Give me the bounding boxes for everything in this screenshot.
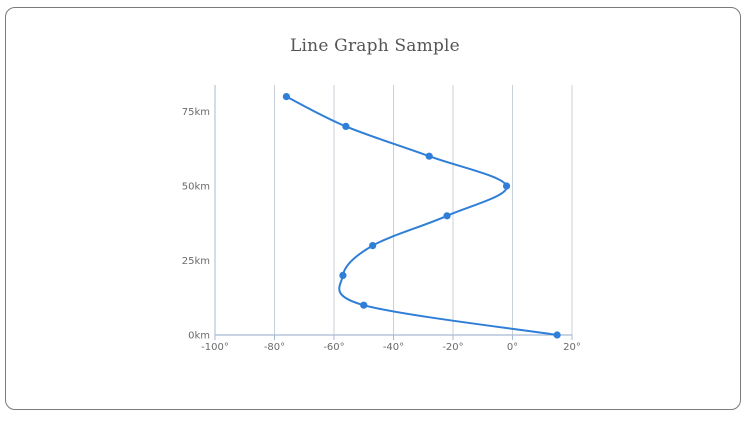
x-tick-label: 20° xyxy=(563,342,581,353)
chart-frame xyxy=(5,7,741,410)
data-point xyxy=(282,93,290,101)
data-point xyxy=(360,301,368,309)
series-line xyxy=(285,95,558,336)
y-tick-label: 25km xyxy=(182,256,210,267)
series-line-path xyxy=(285,95,558,336)
axes xyxy=(214,85,573,340)
data-point xyxy=(425,152,433,160)
data-point xyxy=(339,271,347,279)
x-tick-label: 0° xyxy=(507,342,518,353)
y-tick-labels: 0km 25km 50km 75km xyxy=(182,107,210,342)
chart-title: Line Graph Sample xyxy=(290,36,460,56)
x-tick-labels: -100° -80° -60° -40° -20° 0° 20° xyxy=(201,342,581,353)
data-point xyxy=(502,182,511,190)
y-tick-label: 75km xyxy=(182,107,210,118)
y-tick-label: 50km xyxy=(182,182,210,193)
series-points xyxy=(282,93,561,339)
x-tick-label: -40° xyxy=(383,342,404,353)
y-tick-label: 0km xyxy=(188,331,210,342)
data-point xyxy=(553,331,561,339)
x-tick-label: -80° xyxy=(264,342,285,353)
x-tick-label: -20° xyxy=(442,342,463,353)
data-point xyxy=(369,242,377,250)
x-tick-label: -60° xyxy=(323,342,344,353)
data-point xyxy=(342,122,350,130)
x-tick-label: -100° xyxy=(201,342,229,353)
data-point xyxy=(443,212,451,220)
grid-lines xyxy=(274,85,573,335)
